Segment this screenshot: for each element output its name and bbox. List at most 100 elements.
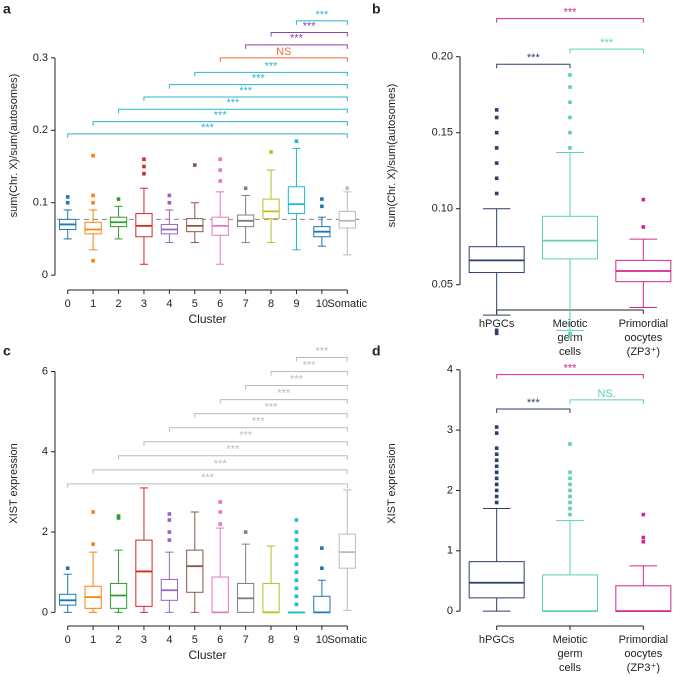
x-tick-label: 9 xyxy=(293,634,299,646)
panel-label: c xyxy=(3,343,11,359)
outlier xyxy=(91,258,95,263)
y-tick-label: 0.1 xyxy=(33,197,48,209)
x-tick-label-line: Primordial xyxy=(619,634,669,646)
outlier xyxy=(294,562,299,566)
x-tick-label: 0 xyxy=(65,634,71,646)
outlier xyxy=(65,195,70,199)
significance-label: *** xyxy=(201,472,215,484)
significance-label: *** xyxy=(290,33,304,45)
outlier xyxy=(568,115,572,120)
x-axis-label: Cluster xyxy=(188,648,226,662)
significance-label: *** xyxy=(315,345,329,357)
outlier xyxy=(218,168,223,172)
significance-bracket xyxy=(569,48,644,54)
outlier xyxy=(568,512,572,517)
significance-label: *** xyxy=(239,430,253,442)
x-tick-label: 8 xyxy=(268,298,274,310)
significance-bracket xyxy=(245,44,348,49)
x-tick-label-line: Primordial xyxy=(619,318,669,330)
box xyxy=(287,186,306,215)
outlier xyxy=(641,539,646,544)
significance-label: *** xyxy=(214,458,228,470)
outlier xyxy=(269,150,273,154)
box xyxy=(135,539,153,607)
outlier xyxy=(91,200,95,205)
outlier xyxy=(568,476,572,481)
outlier xyxy=(167,512,172,516)
significance-bracket xyxy=(496,374,644,379)
outlier xyxy=(243,186,248,191)
x-tick-label-line: oocytes xyxy=(624,648,662,660)
outlier xyxy=(320,566,324,571)
outlier xyxy=(494,458,499,463)
significance-label: *** xyxy=(564,362,578,374)
x-tick-label: 10 xyxy=(316,634,328,646)
x-tick-label: 9 xyxy=(293,298,299,310)
significance-label: *** xyxy=(277,388,291,400)
outlier xyxy=(641,535,646,540)
x-tick-label-line: Meiotic xyxy=(553,634,588,646)
y-axis-label: XIST expression xyxy=(8,443,20,524)
y-tick-label: 0 xyxy=(42,606,48,618)
x-tick-label-line: hPGCs xyxy=(479,318,515,330)
x-tick-label: 5 xyxy=(192,298,198,310)
outlier xyxy=(494,191,499,196)
x-tick-label-line: (ZP3⁺) xyxy=(627,346,660,358)
significance-bracket xyxy=(194,71,348,77)
outlier xyxy=(494,161,499,165)
outlier xyxy=(167,538,172,542)
significance-label: *** xyxy=(600,37,614,49)
x-tick-label: 3 xyxy=(141,634,147,646)
outlier xyxy=(494,464,499,469)
x-tick-label-line: cells xyxy=(559,662,582,674)
outlier xyxy=(568,506,572,511)
significance-label: *** xyxy=(252,73,266,85)
outlier xyxy=(91,193,95,198)
outlier xyxy=(294,546,299,550)
x-tick-label: Somatic xyxy=(327,298,367,310)
significance-label: *** xyxy=(315,9,329,21)
outlier xyxy=(494,452,499,457)
box xyxy=(186,549,204,593)
box xyxy=(615,585,672,612)
y-tick-label: 4 xyxy=(42,446,48,458)
outlier xyxy=(218,157,223,162)
outlier xyxy=(65,566,70,571)
significance-label: *** xyxy=(303,359,317,371)
outlier xyxy=(494,446,499,450)
outlier xyxy=(494,500,499,505)
significance-bracket xyxy=(270,370,348,376)
box xyxy=(468,561,525,599)
x-tick-label-line: hPGCs xyxy=(479,634,515,646)
x-tick-label: 2 xyxy=(115,634,121,646)
outlier xyxy=(494,328,499,333)
x-tick-label: 1 xyxy=(90,634,96,646)
significance-label: *** xyxy=(303,20,317,32)
significance-label: *** xyxy=(564,7,578,19)
x-tick-label: 3 xyxy=(141,298,147,310)
box xyxy=(338,533,356,569)
significance-bracket xyxy=(219,57,348,62)
outlier xyxy=(641,197,646,202)
outlier xyxy=(294,586,299,591)
outlier xyxy=(568,494,572,499)
significance-bracket xyxy=(67,483,348,488)
outlier xyxy=(116,516,121,520)
x-tick-label: Somatic xyxy=(327,634,367,646)
outlier xyxy=(218,510,223,514)
outlier xyxy=(494,494,499,499)
significance-bracket xyxy=(194,413,348,418)
outlier xyxy=(568,85,572,89)
outlier xyxy=(568,100,572,105)
y-axis-label: sum(Chr. X)/sum(autosomes) xyxy=(386,84,398,228)
outlier xyxy=(568,146,572,150)
significance-bracket xyxy=(67,133,348,138)
outlier xyxy=(65,200,70,205)
x-tick-label: hPGCs xyxy=(479,634,515,646)
y-tick-label: 0 xyxy=(42,269,48,281)
panel-label: d xyxy=(372,343,381,359)
outlier xyxy=(568,334,572,339)
x-tick-label: 8 xyxy=(268,634,274,646)
